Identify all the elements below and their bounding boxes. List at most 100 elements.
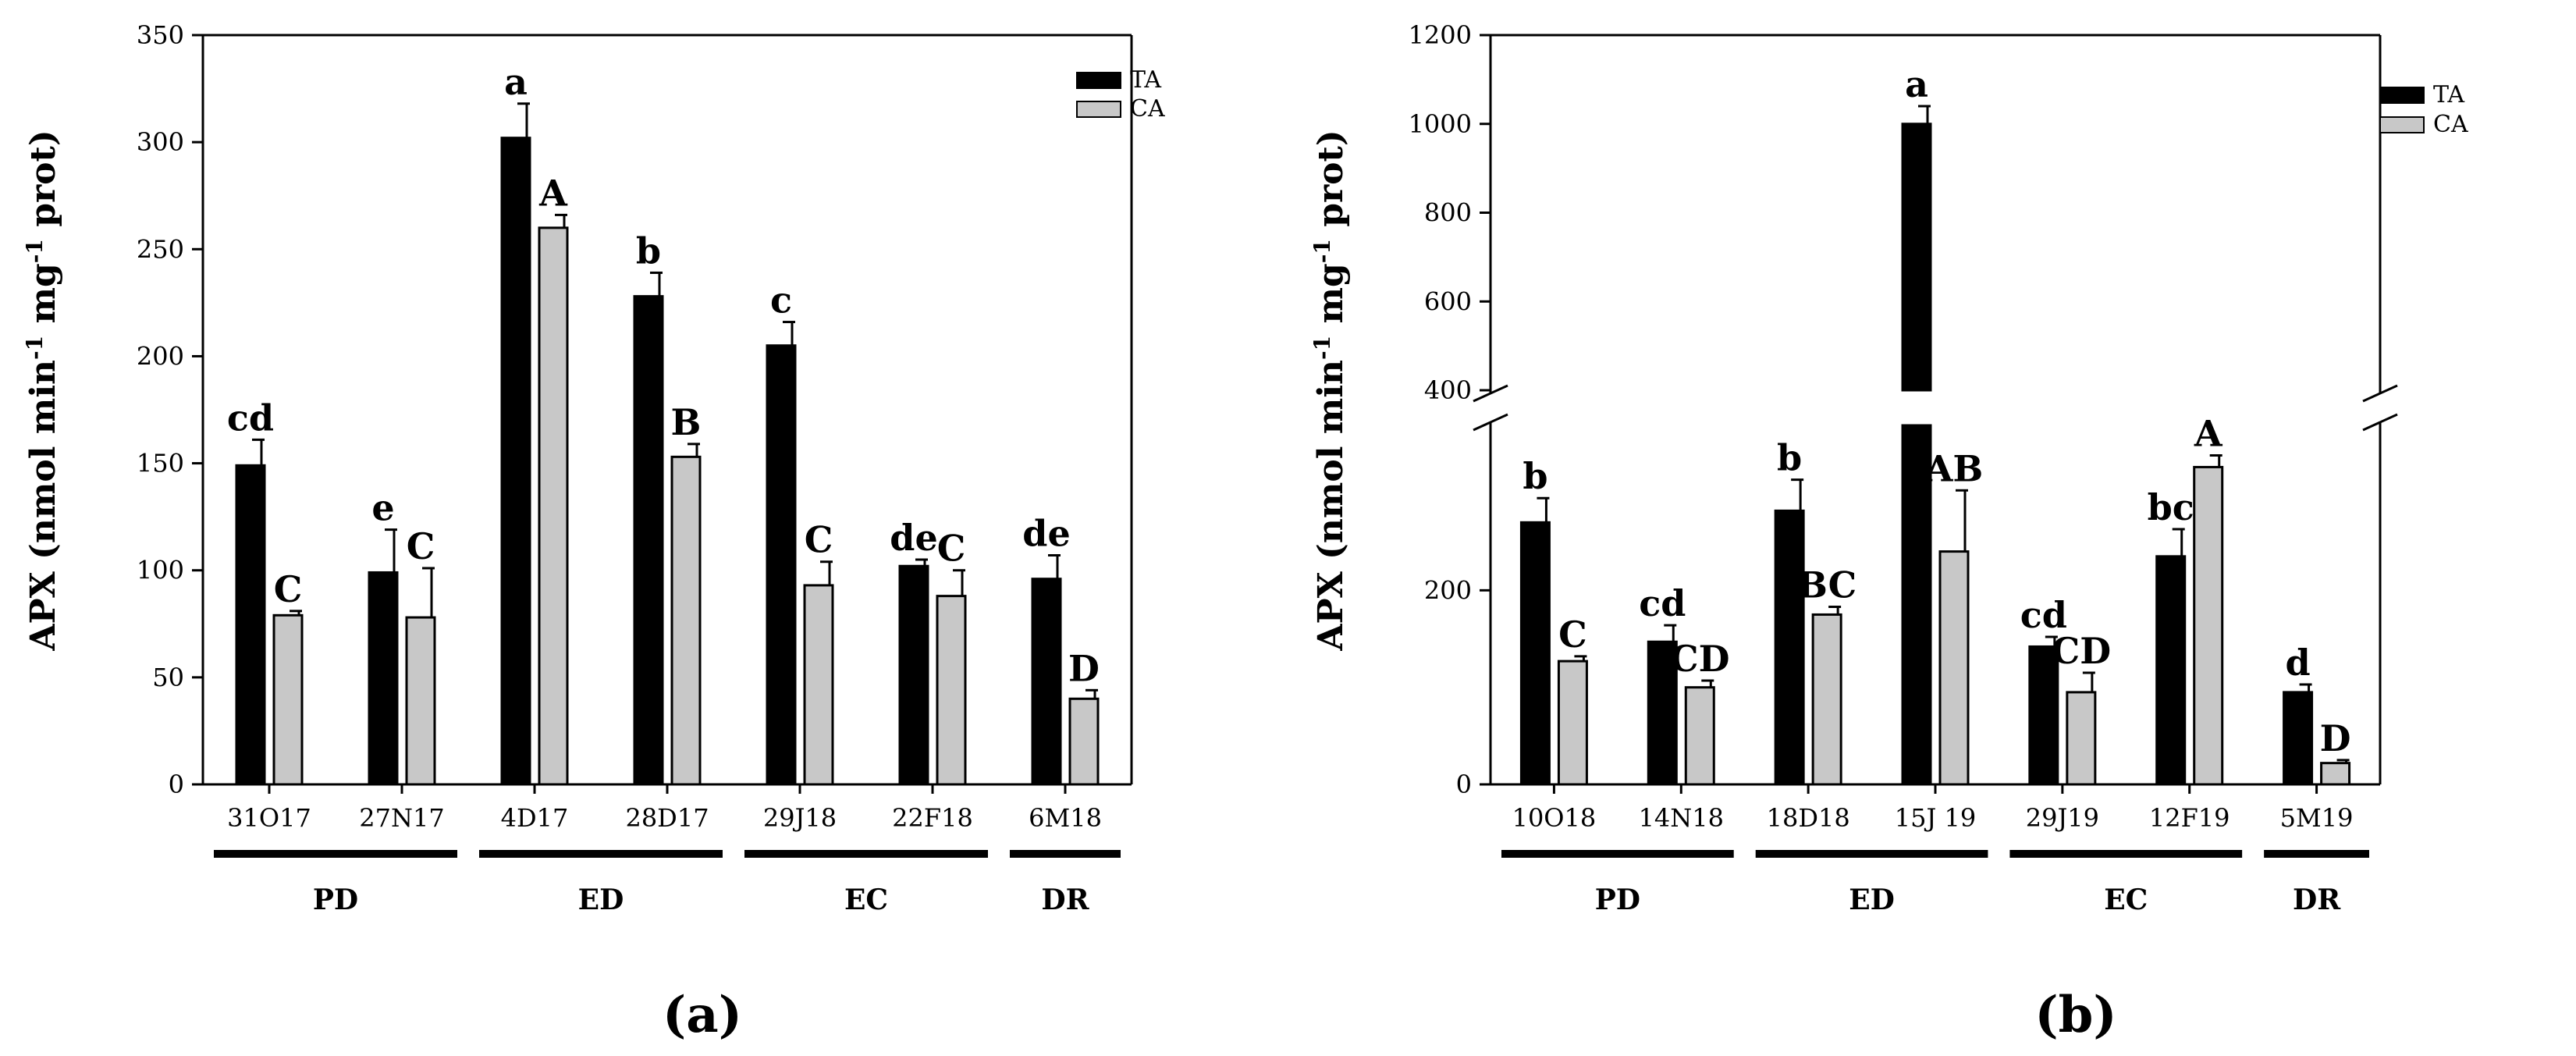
chart-b-plot-frame xyxy=(1467,34,2404,786)
a-bar-ca xyxy=(670,455,702,786)
a-y-tick-label: 100 xyxy=(137,556,184,585)
chart-b-ticks: 0 200 400 600 800 1000 1200 10O18 14N18 18D18 15J … xyxy=(1409,20,2354,833)
a-bar-ta xyxy=(1031,578,1062,786)
a-significance-letter: C xyxy=(937,528,966,570)
b-bar-ca xyxy=(1938,550,1970,786)
b-bar-ta xyxy=(1774,509,1805,786)
b-bar-ta xyxy=(2283,691,2314,786)
chart-a-ylabel-sup1: -1 xyxy=(22,336,48,360)
b-significance-letter: D xyxy=(2320,717,2351,759)
a-x-tick-label: 22F18 xyxy=(892,803,973,833)
a-group-label: ED xyxy=(578,884,624,916)
b-axis-break-gap xyxy=(1467,393,2404,422)
a-group-label: PD xyxy=(313,884,358,916)
a-bar-ca xyxy=(1068,697,1100,786)
a-bar-ta xyxy=(235,464,266,786)
a-group-bar xyxy=(1010,850,1121,858)
b-bar-ca xyxy=(1684,686,1715,786)
b-significance-letter: d xyxy=(2285,642,2310,684)
b-axis-break-mark xyxy=(2362,384,2398,403)
chart-b-ylabel-sup2: -1 xyxy=(1309,239,1335,263)
b-bar-ta xyxy=(1901,424,1932,786)
b-significance-letter: cd xyxy=(2020,594,2067,636)
b-x-tick-label: 18D18 xyxy=(1767,803,1850,833)
chart-a-y-axis-label: APX (nmol min-1 mg-1 prot) xyxy=(22,130,63,651)
a-significance-letter: C xyxy=(805,519,833,561)
b-group-bar xyxy=(2009,850,2243,858)
chart-b-y-axis-label: APX (nmol min-1 mg-1 prot) xyxy=(1309,130,1351,651)
a-group-bar xyxy=(479,850,723,858)
chart-b-legend-label-ta: TA xyxy=(2433,81,2464,108)
chart-a-legend-swatch-ca xyxy=(1076,101,1121,118)
a-group-label: DR xyxy=(1041,884,1089,916)
chart-a-plot-frame xyxy=(201,34,1133,786)
a-bar-ca xyxy=(272,613,304,786)
a-y-tick-label: 350 xyxy=(137,20,184,50)
a-y-tick-label: 300 xyxy=(137,127,184,157)
chart-a-ticks: 0 50 100 150 200 250 300 350 31O17 27N17 4D17 28D17… xyxy=(137,20,1102,833)
chart-b-ylabel-sup1: -1 xyxy=(1309,336,1335,360)
b-bar-ta xyxy=(2155,555,2187,786)
b-x-tick-label: 29J19 xyxy=(2026,803,2099,833)
a-bar-ta xyxy=(766,344,797,786)
chart-a-panel-label: (a) xyxy=(663,986,742,1044)
b-x-tick-label: 15J 19 xyxy=(1895,803,1976,833)
b-x-tick-label: 5M19 xyxy=(2280,803,2354,833)
b-y-tick-label: 0 xyxy=(1456,770,1472,799)
a-significance-letter: e xyxy=(371,487,394,529)
b-significance-letter: C xyxy=(1558,613,1587,656)
a-x-tick-label: 4D17 xyxy=(501,803,569,833)
a-x-tick-label: 27N17 xyxy=(359,803,444,833)
b-bar-ta xyxy=(2028,645,2059,786)
b-group-label: ED xyxy=(1849,884,1895,916)
a-significance-letter: D xyxy=(1068,647,1100,689)
a-significance-letter: de xyxy=(890,517,937,559)
b-group-bar xyxy=(1501,850,1734,858)
chart-b-legend-swatch-ca xyxy=(2379,116,2425,133)
a-bar-ca xyxy=(405,616,436,786)
chart-a-legend-label-ca: CA xyxy=(1130,95,1165,123)
a-group-bar xyxy=(214,850,457,858)
b-significance-letter: A xyxy=(2194,413,2223,455)
chart-b-panel-label: (b) xyxy=(2034,986,2116,1044)
a-x-tick-label: 31O17 xyxy=(227,803,311,833)
a-significance-letter: A xyxy=(538,172,568,214)
a-x-tick-label: 6M18 xyxy=(1029,803,1102,833)
b-significance-letter: cd xyxy=(1639,582,1686,624)
a-bar-ta xyxy=(633,295,664,786)
b-significance-letter: CD xyxy=(1670,638,1730,680)
chart-a-ylabel-main: APX (nmol min xyxy=(23,360,63,652)
a-y-tick-label: 250 xyxy=(137,234,184,264)
b-group-label: EC xyxy=(2104,884,2148,916)
a-bar-ta xyxy=(368,571,399,786)
b-x-tick-label: 10O18 xyxy=(1512,803,1597,833)
chart-b-ylabel-mid: mg xyxy=(1311,263,1351,336)
a-significance-letter: b xyxy=(636,229,661,272)
b-group-label: PD xyxy=(1595,884,1640,916)
b-group-label: DR xyxy=(2293,884,2341,916)
chart-b-ylabel-end: prot) xyxy=(1311,130,1351,239)
a-bar-ca xyxy=(538,226,569,786)
a-significance-letter: C xyxy=(274,568,303,610)
a-group-bar xyxy=(744,850,988,858)
b-significance-letter: CD xyxy=(2052,630,2112,672)
b-bar-ta xyxy=(1901,123,1932,392)
b-significance-letter: AB xyxy=(1924,447,1984,489)
a-bar-ta xyxy=(500,137,531,786)
b-axis-break-mark xyxy=(1473,384,1508,403)
chart-a-legend-swatch-ta xyxy=(1076,72,1121,89)
chart-a-ylabel-sup2: -1 xyxy=(22,239,48,263)
a-y-tick-label: 50 xyxy=(152,663,184,692)
b-bar-ca xyxy=(1557,660,1588,786)
chart-b-groups: PD ED EC DR xyxy=(1501,850,2369,916)
b-axis-break-mark xyxy=(2362,413,2398,432)
b-axis-break-mark xyxy=(1473,413,1508,432)
a-y-tick-label: 0 xyxy=(169,770,184,799)
a-bar-ca xyxy=(803,584,834,786)
b-bar-ta xyxy=(1519,521,1551,786)
b-group-bar xyxy=(1755,850,1988,858)
b-y-tick-label: 400 xyxy=(1424,375,1472,405)
b-bar-ca xyxy=(2193,465,2224,786)
b-y-tick-label: 600 xyxy=(1424,286,1472,316)
